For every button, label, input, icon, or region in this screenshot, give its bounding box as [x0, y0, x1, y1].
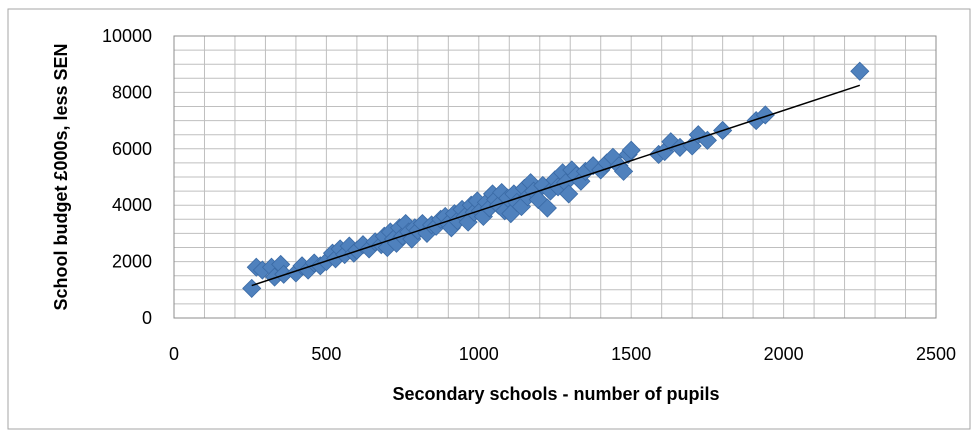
x-tick-label: 2000 — [764, 344, 804, 364]
plot-border — [173, 35, 937, 319]
x-axis-ticks: 0 500 1000 1500 2000 2500 — [169, 344, 956, 364]
y-tick-label: 0 — [142, 308, 152, 328]
trendline — [251, 84, 861, 287]
data-point — [614, 161, 634, 181]
x-tick-label: 1500 — [611, 344, 651, 364]
data-point — [621, 140, 641, 160]
y-tick-label: 6000 — [112, 139, 152, 159]
data-points — [242, 61, 870, 298]
x-tick-label: 0 — [169, 344, 179, 364]
x-tick-label: 2500 — [916, 344, 956, 364]
y-tick-label: 10000 — [102, 26, 152, 46]
x-axis-title: Secondary schools - number of pupils — [392, 384, 719, 404]
y-axis-title: School budget £000s, less SEN — [51, 43, 71, 310]
y-tick-label: 8000 — [112, 82, 152, 102]
data-point — [537, 198, 557, 218]
data-point — [755, 105, 775, 125]
y-axis-ticks: 0 2000 4000 6000 8000 10000 — [102, 26, 152, 328]
data-point — [850, 61, 870, 81]
y-tick-label: 2000 — [112, 252, 152, 272]
data-point — [559, 184, 579, 204]
y-tick-label: 4000 — [112, 195, 152, 215]
plot-area-frame — [173, 35, 937, 319]
x-tick-label: 1000 — [459, 344, 499, 364]
x-tick-label: 500 — [311, 344, 341, 364]
